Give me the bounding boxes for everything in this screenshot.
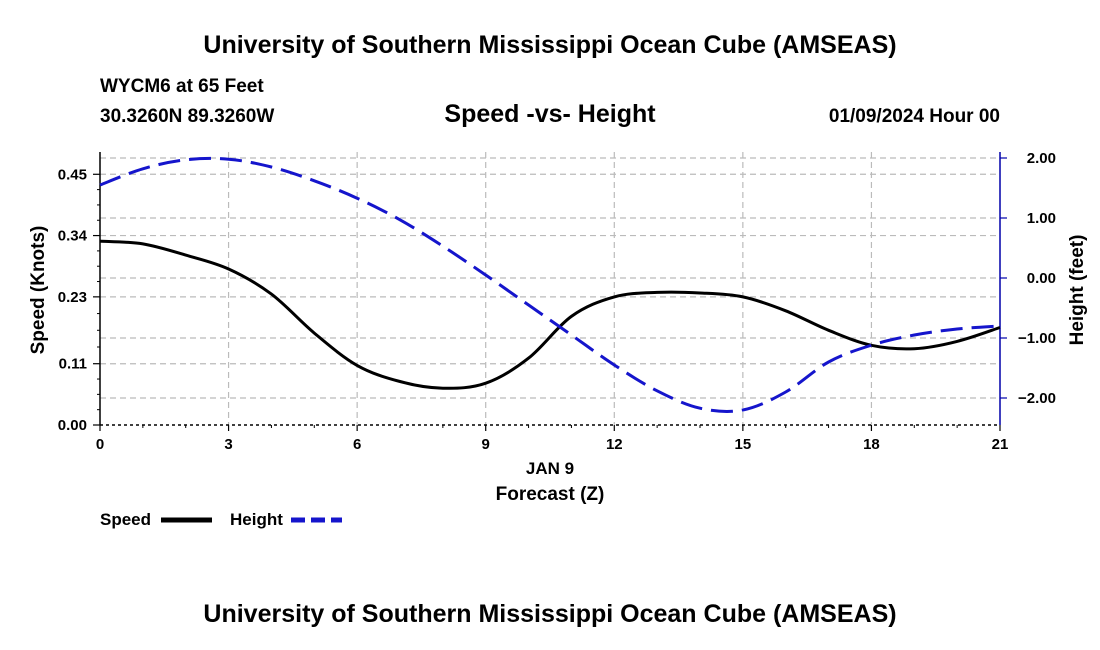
- right-tick-label: −1.00: [1018, 330, 1056, 347]
- left-tick-label: 0.34: [58, 228, 88, 245]
- page-title: University of Southern Mississippi Ocean…: [203, 31, 897, 59]
- right-tick-label: 1.00: [1027, 210, 1056, 227]
- x-tick-label: 0: [96, 436, 104, 453]
- station-label: WYCM6 at 65 Feet: [100, 76, 264, 97]
- left-tick-label: 0.11: [59, 356, 87, 373]
- series: [99, 156, 1001, 413]
- legend: Speed Height: [100, 510, 342, 529]
- legend-height-label: Height: [230, 510, 283, 529]
- axis-labels: JAN 9 Forecast (Z) Speed (Knots) Height …: [28, 226, 1088, 505]
- x-tick-label: 6: [353, 436, 361, 453]
- axes: 0 3 6 9 12 15 18 21 0.00 0.11 0.23 0.34 0.45 2.00 1.00…: [58, 150, 1056, 453]
- footer-title: University of Southern Mississippi Ocean…: [203, 600, 897, 628]
- x-tick-label: 18: [863, 436, 880, 453]
- height-series-line: [99, 156, 1001, 413]
- right-axis-title: Height (feet): [1067, 235, 1088, 346]
- x-tick-label: 9: [482, 436, 490, 453]
- left-tick-label: 0.23: [58, 289, 87, 306]
- x-tick-label: 21: [992, 436, 1009, 453]
- legend-speed-label: Speed: [100, 510, 151, 529]
- right-tick-label: 2.00: [1027, 150, 1056, 167]
- x-axis-title: Forecast (Z): [496, 484, 605, 505]
- left-tick-label: 0.00: [58, 417, 87, 434]
- x-tick-label: 15: [735, 436, 752, 453]
- speed-series-line: [99, 239, 1001, 390]
- x-tick-label: 3: [224, 436, 232, 453]
- chart-title: Speed -vs- Height: [444, 100, 656, 128]
- left-tick-label: 0.45: [58, 166, 87, 183]
- coordinates-label: 30.3260N 89.3260W: [100, 106, 275, 127]
- right-tick-label: −2.00: [1018, 390, 1056, 407]
- x-axis-date-label: JAN 9: [526, 459, 574, 478]
- grid: [100, 152, 1000, 425]
- x-tick-label: 12: [606, 436, 623, 453]
- forecast-date: 01/09/2024 Hour 00: [828, 106, 1000, 127]
- right-tick-label: 0.00: [1027, 270, 1056, 287]
- left-axis-title: Speed (Knots): [28, 226, 49, 355]
